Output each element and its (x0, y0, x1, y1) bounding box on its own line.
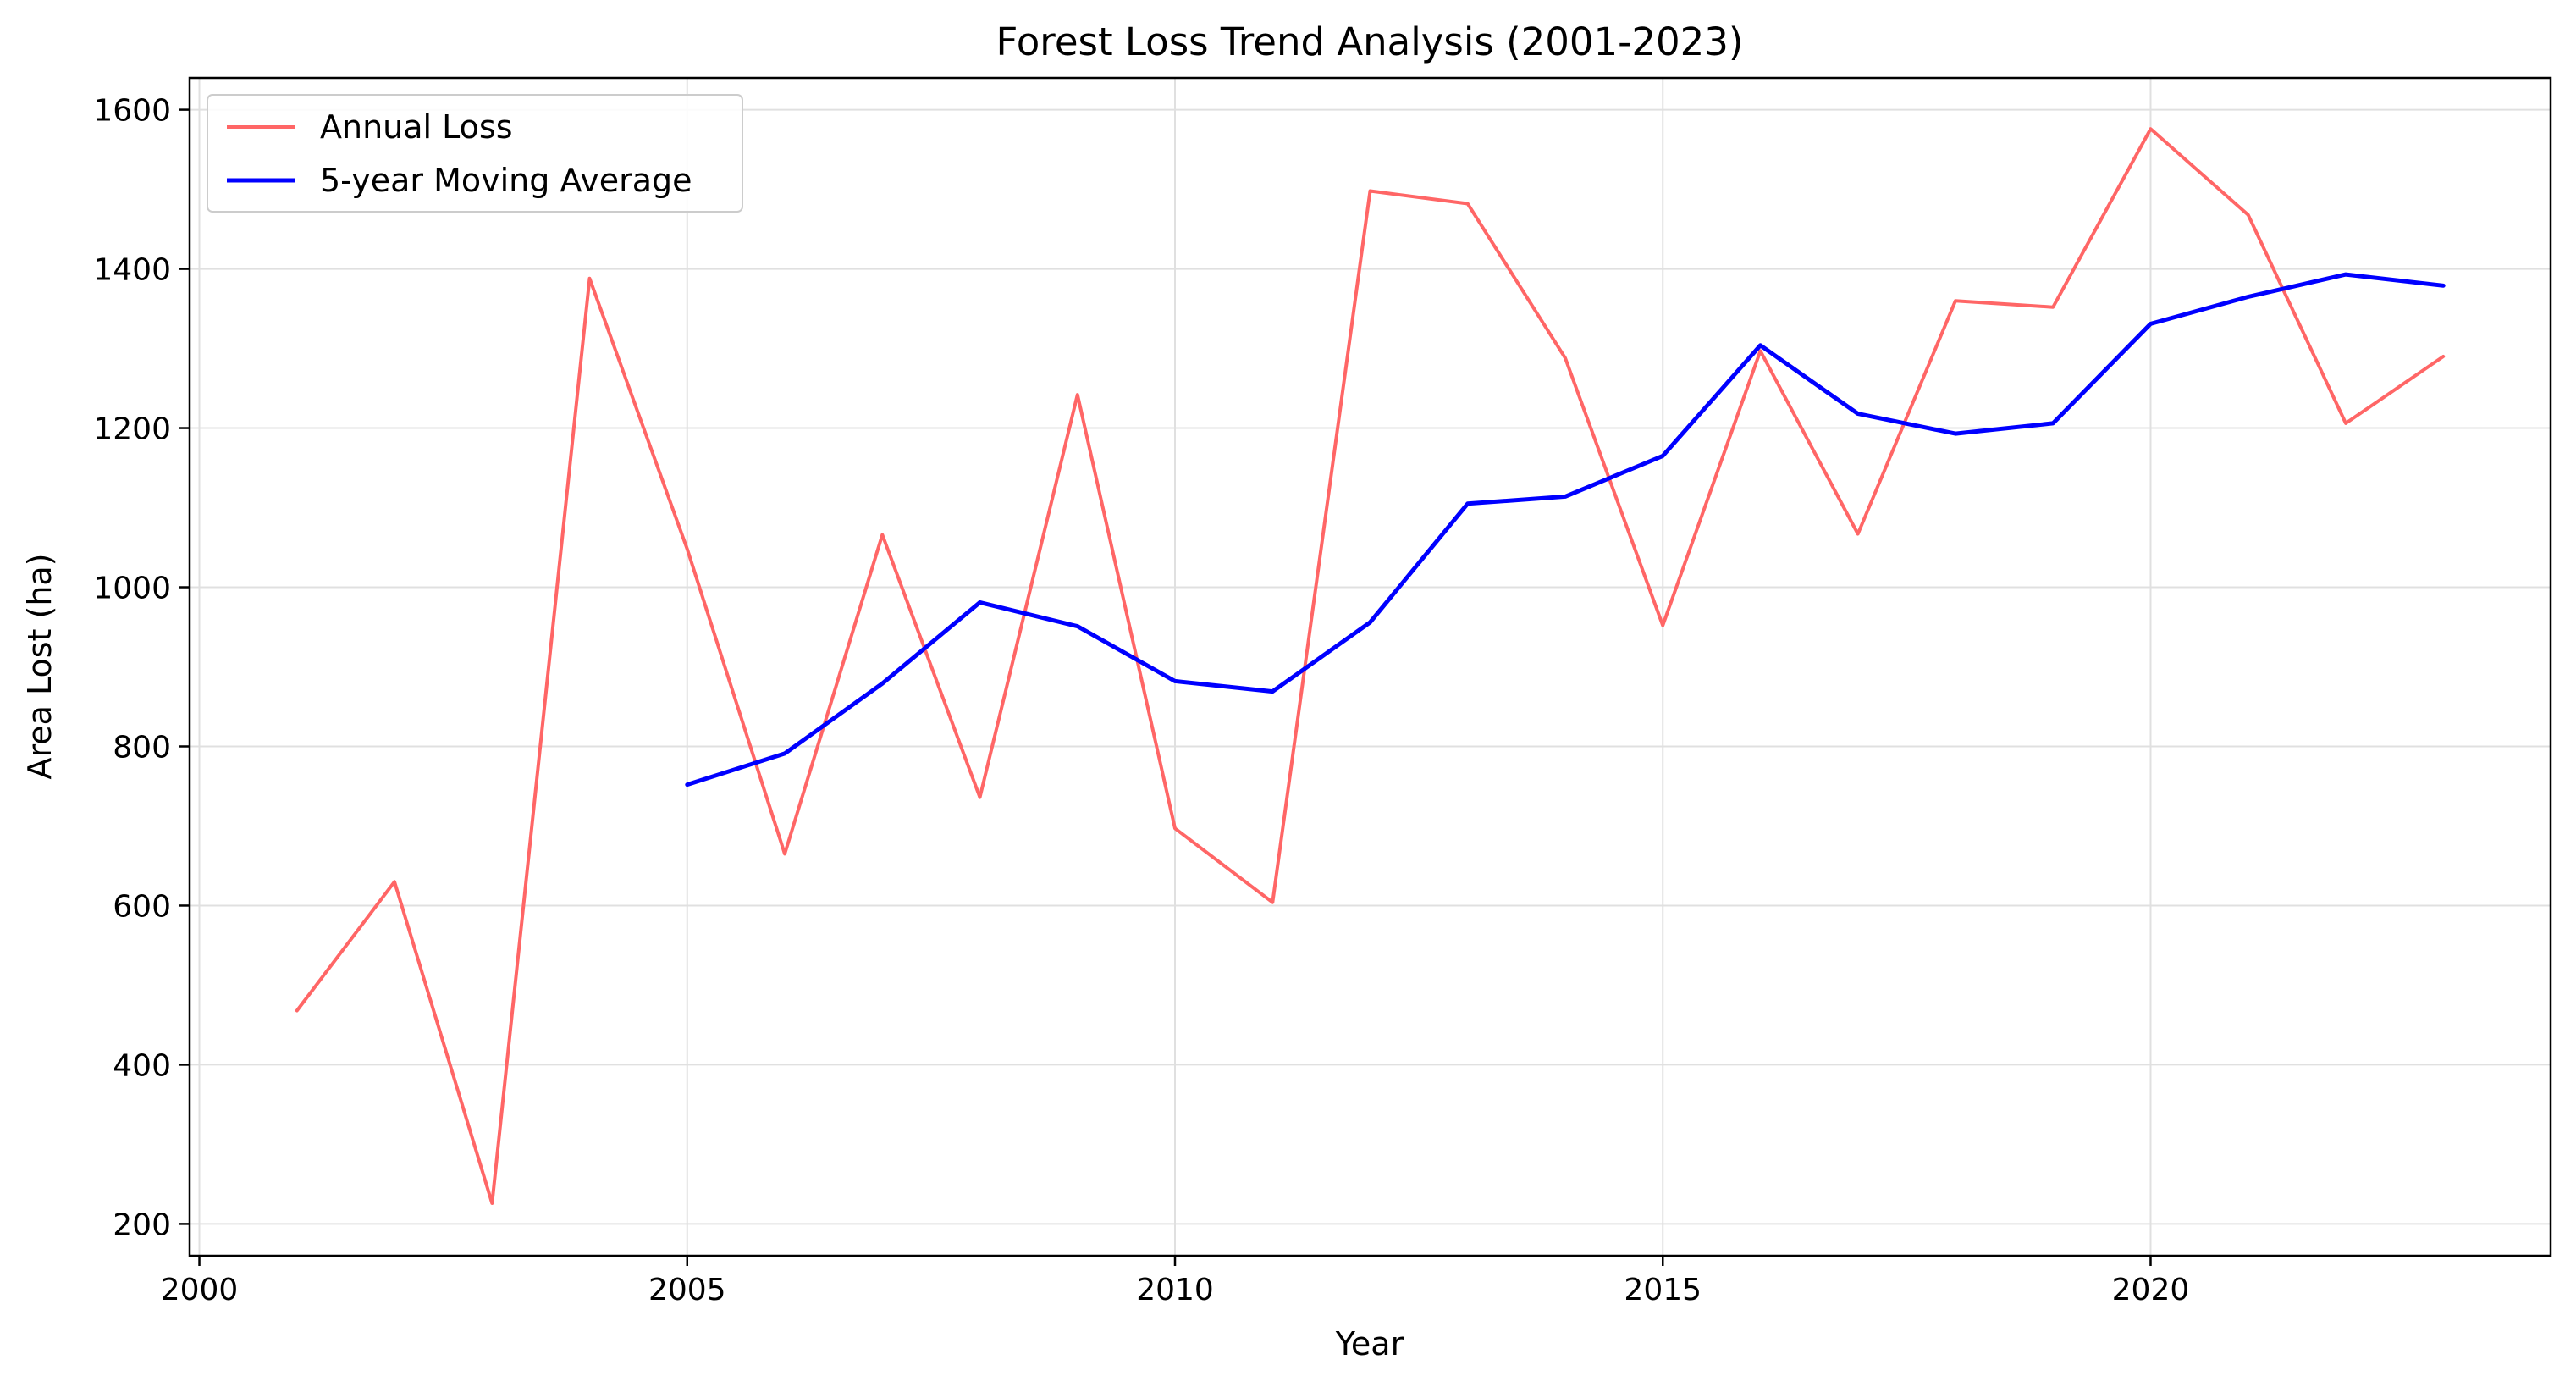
x-tick-label-2000: 2000 (161, 1273, 239, 1307)
x-tick-label-2020: 2020 (2112, 1273, 2190, 1307)
y-axis-label: Area Lost (ha) (21, 553, 58, 779)
x-axis-label: Year (1335, 1325, 1404, 1362)
plot-frame (188, 76, 2552, 1257)
series-line-annual-loss (295, 127, 2446, 1205)
x-tick-label-2010: 2010 (1136, 1273, 1214, 1307)
x-tick-label-2005: 2005 (648, 1273, 726, 1307)
y-tick-label-400: 400 (113, 1048, 171, 1083)
y-tick-label-1200: 1200 (93, 412, 171, 447)
y-tick-label-800: 800 (113, 730, 171, 765)
y-tick-label-1600: 1600 (93, 94, 171, 129)
series-layer (295, 127, 2446, 1205)
legend: Annual Loss 5-year Moving Average (207, 94, 743, 213)
y-tick-label-1400: 1400 (93, 253, 171, 288)
chart-title: Forest Loss Trend Analysis (2001-2023) (996, 19, 1744, 64)
y-tick-label-600: 600 (113, 889, 171, 924)
series-line-moving-average (685, 272, 2446, 787)
ticks-layer: 2000 2005 2010 2015 2020 200 400 600 800 1000 1200… (93, 94, 2189, 1307)
legend-box (207, 94, 743, 213)
y-tick-label-200: 200 (113, 1207, 171, 1242)
y-tick-label-1000: 1000 (93, 572, 171, 606)
x-tick-label-2015: 2015 (1624, 1273, 1702, 1307)
legend-label-moving-average: 5-year Moving Average (320, 162, 692, 199)
grid-layer (190, 78, 2551, 1256)
legend-label-annual-loss: Annual Loss (320, 108, 513, 146)
